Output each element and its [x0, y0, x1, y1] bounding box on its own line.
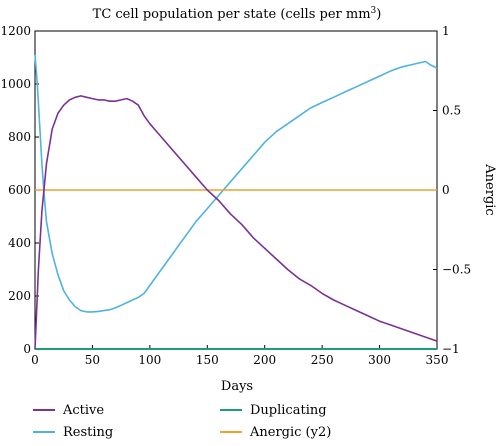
- y2-tick-label: −0.5: [442, 263, 471, 277]
- series-line-resting: [34, 54, 438, 313]
- x-tick-label: 300: [368, 353, 391, 367]
- legend-label-anergic-y2: Anergic (y2): [249, 425, 331, 440]
- y2-axis-label: Anergic: [482, 163, 497, 215]
- legend-label-active: Active: [62, 403, 104, 418]
- legend-label-resting: Resting: [63, 425, 113, 440]
- series-group: [34, 54, 438, 350]
- x-tick-label: 0: [31, 353, 39, 367]
- y-tick-label: 1000: [0, 77, 31, 91]
- y2-axis: −1 −0.5 0 0.5 1: [433, 24, 471, 356]
- x-tick-label: 250: [311, 353, 334, 367]
- chart-title: TC cell population per state (cells per …: [93, 6, 382, 22]
- y-axis: 0 200 400 600 800 1000 1200: [0, 24, 39, 356]
- y-tick-label: 600: [8, 183, 31, 197]
- x-axis-label: Days: [221, 379, 253, 394]
- x-tick-label: 350: [426, 353, 449, 367]
- y-tick-label: 400: [8, 236, 31, 250]
- x-tick-label: 50: [85, 353, 100, 367]
- series-line-active: [34, 95, 438, 350]
- x-axis: 0 50 100 150 200 250 300 350: [31, 345, 448, 367]
- x-tick-label: 100: [138, 353, 161, 367]
- y2-tick-label: −1: [442, 342, 460, 356]
- legend-label-duplicating: Duplicating: [250, 403, 327, 418]
- legend: Active Duplicating Resting Anergic (y2): [33, 403, 331, 440]
- x-tick-label: 150: [196, 353, 219, 367]
- y-tick-label: 1200: [0, 24, 31, 38]
- y-tick-label: 800: [8, 130, 31, 144]
- y-tick-label: 0: [23, 342, 31, 356]
- y-tick-label: 200: [8, 289, 31, 303]
- y2-tick-label: 0.5: [442, 104, 461, 118]
- x-tick-label: 200: [253, 353, 276, 367]
- y2-tick-label: 1: [442, 24, 450, 38]
- y2-tick-label: 0: [442, 183, 450, 197]
